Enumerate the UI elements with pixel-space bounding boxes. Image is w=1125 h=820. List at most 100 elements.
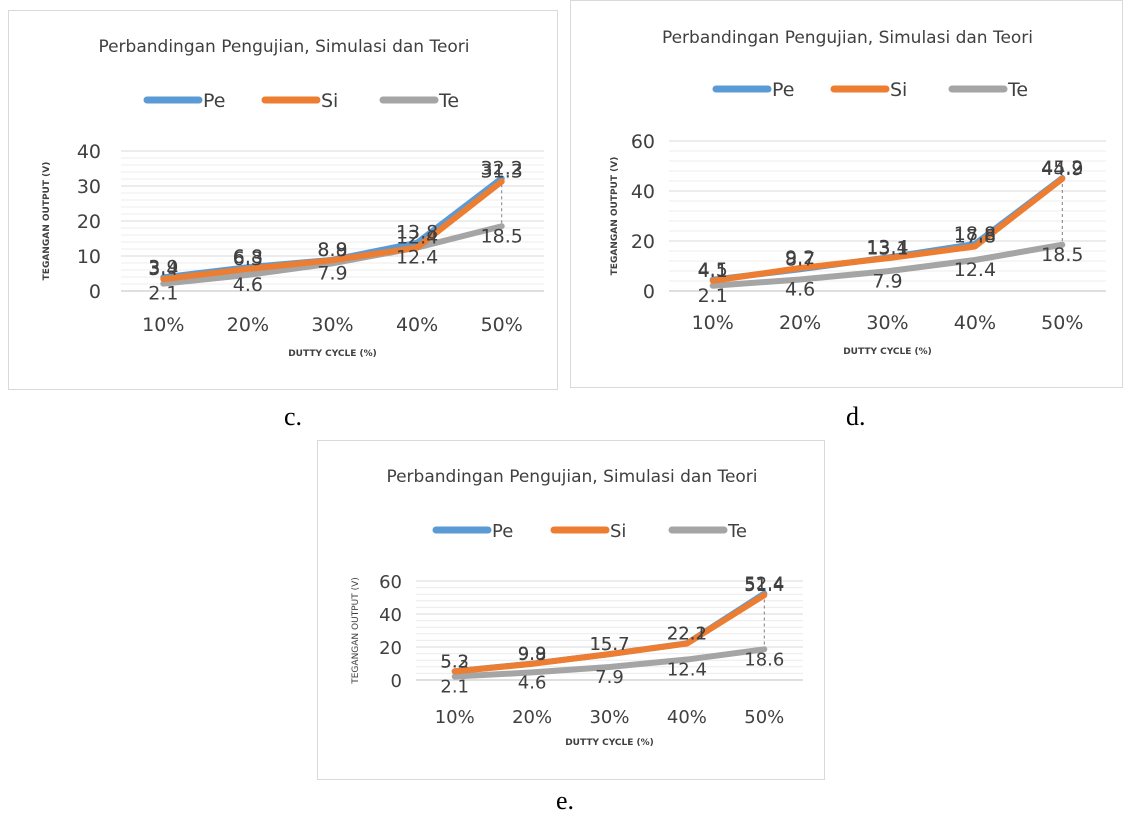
y-tick-label: 0	[391, 671, 402, 692]
y-tick-label: 60	[631, 131, 655, 153]
data-label-te: 7.9	[317, 262, 347, 284]
data-label-pe: 4.5	[698, 259, 728, 281]
y-axis-title: TEGANGAN OUTPUT (V)	[42, 162, 52, 281]
data-label-te: 18.5	[1041, 244, 1083, 266]
x-axis-title: DUTTY CYCLE (%)	[565, 738, 654, 748]
y-tick-label: 0	[89, 281, 101, 303]
data-label-si: 15.7	[589, 634, 629, 655]
legend-label-si: Si	[890, 79, 907, 101]
chart-d: Perbandingan Pengujian, Simulasi dan Teo…	[610, 28, 1106, 357]
caption-c: c.	[284, 402, 303, 431]
data-label-te: 12.4	[667, 660, 707, 681]
data-label-si: 4.1	[698, 260, 728, 282]
x-tick-label: 50%	[1041, 312, 1083, 334]
legend-label-te: Te	[1007, 79, 1028, 101]
data-label-si: 31.3	[481, 160, 523, 182]
data-label-te: 12.4	[396, 247, 438, 269]
data-label-pe: 18.8	[954, 223, 996, 245]
data-label-pe: 15.7	[589, 634, 629, 655]
data-label-pe: 5.3	[440, 651, 469, 672]
legend-label-si: Si	[321, 90, 338, 112]
series-line-si	[451, 592, 768, 675]
data-label-si: 51.4	[744, 575, 784, 596]
x-tick-label: 40%	[396, 314, 438, 336]
data-label-te: 18.6	[744, 649, 784, 670]
data-label-pe: 22.2	[667, 623, 707, 644]
data-label-pe: 6.8	[233, 246, 263, 268]
data-label-te: 12.4	[954, 259, 996, 281]
data-label-pe: 3.9	[148, 256, 178, 278]
y-tick-label: 10	[77, 246, 101, 268]
chart-panel-e: Perbandingan Pengujian, Simulasi dan Teo…	[317, 440, 825, 780]
series-line-si	[160, 178, 505, 283]
y-tick-label: 20	[631, 231, 655, 253]
chart-e: Perbandingan Pengujian, Simulasi dan Teo…	[351, 467, 803, 748]
series-line-te	[160, 223, 505, 287]
x-tick-label: 10%	[142, 314, 184, 336]
data-label-te: 7.9	[872, 270, 902, 292]
x-tick-label: 20%	[779, 312, 821, 334]
y-axis-title: TEGANGAN OUTPUT (V)	[351, 577, 361, 685]
chart-panel-c: Perbandingan Pengujian, Simulasi dan Teo…	[8, 10, 558, 390]
x-tick-label: 50%	[481, 314, 523, 336]
legend-label-te: Te	[727, 521, 747, 542]
x-axis-title: DUTTY CYCLE (%)	[843, 347, 932, 357]
x-tick-label: 30%	[866, 312, 908, 334]
data-label-te: 7.9	[595, 667, 624, 688]
caption-d: d.	[846, 402, 866, 431]
y-axis-title: TEGANGAN OUTPUT (V)	[610, 157, 620, 276]
series-line-te	[451, 646, 768, 680]
y-tick-label: 30	[77, 176, 101, 198]
chart-title: Perbandingan Pengujian, Simulasi dan Teo…	[662, 28, 1033, 48]
series-line-pe	[451, 590, 768, 675]
data-label-te: 18.5	[481, 225, 523, 247]
data-label-pe: 13.8	[396, 222, 438, 244]
chart-title: Perbandingan Pengujian, Simulasi dan Teo…	[98, 37, 469, 57]
x-tick-label: 10%	[435, 707, 475, 728]
x-tick-label: 40%	[954, 312, 996, 334]
data-label-si: 3.4	[148, 258, 178, 280]
data-label-te: 4.6	[518, 672, 547, 693]
legend-label-pe: Pe	[772, 79, 794, 101]
data-label-si: 6.3	[233, 248, 263, 270]
y-tick-label: 0	[643, 281, 655, 303]
data-label-si: 8.8	[317, 239, 347, 261]
chart-c: Perbandingan Pengujian, Simulasi dan Teo…	[42, 37, 544, 359]
chart-panel-d: Perbandingan Pengujian, Simulasi dan Teo…	[570, 0, 1123, 388]
data-label-pe: 9.9	[518, 644, 547, 665]
y-tick-label: 40	[379, 605, 402, 626]
x-tick-label: 50%	[744, 707, 784, 728]
data-label-si: 12.4	[396, 227, 438, 249]
legend-label-te: Te	[438, 90, 459, 112]
data-label-si: 22.1	[667, 624, 707, 645]
chart-title: Perbandingan Pengujian, Simulasi dan Teo…	[386, 467, 757, 487]
y-tick-label: 20	[379, 638, 402, 659]
x-tick-label: 20%	[512, 707, 552, 728]
data-label-pe: 45.2	[1041, 157, 1083, 179]
data-label-pe: 13.4	[866, 237, 908, 259]
legend-label-pe: Pe	[492, 521, 513, 542]
data-label-pe: 52.4	[744, 574, 784, 595]
y-tick-label: 40	[631, 181, 655, 203]
data-label-si: 13.1	[866, 237, 908, 259]
data-label-te: 2.1	[148, 283, 178, 305]
data-label-si: 44.9	[1041, 158, 1083, 180]
caption-e: e.	[556, 786, 575, 815]
x-tick-label: 10%	[692, 312, 734, 334]
data-label-pe: 8.9	[317, 239, 347, 261]
data-label-te: 4.6	[233, 274, 263, 296]
series-line-pe	[709, 175, 1066, 283]
y-tick-label: 40	[77, 141, 101, 163]
legend-label-pe: Pe	[203, 90, 225, 112]
data-label-si: 5.2	[440, 651, 469, 672]
x-axis-title: DUTTY CYCLE (%)	[288, 349, 377, 359]
series-line-te	[709, 241, 1066, 289]
x-tick-label: 30%	[589, 707, 629, 728]
x-tick-label: 30%	[311, 314, 353, 336]
data-label-si: 9.2	[785, 247, 815, 269]
series-line-si	[709, 175, 1066, 284]
data-label-pe: 8.7	[785, 248, 815, 270]
data-label-te: 2.1	[698, 285, 728, 307]
x-tick-label: 40%	[667, 707, 707, 728]
data-label-si: 17.8	[954, 226, 996, 248]
